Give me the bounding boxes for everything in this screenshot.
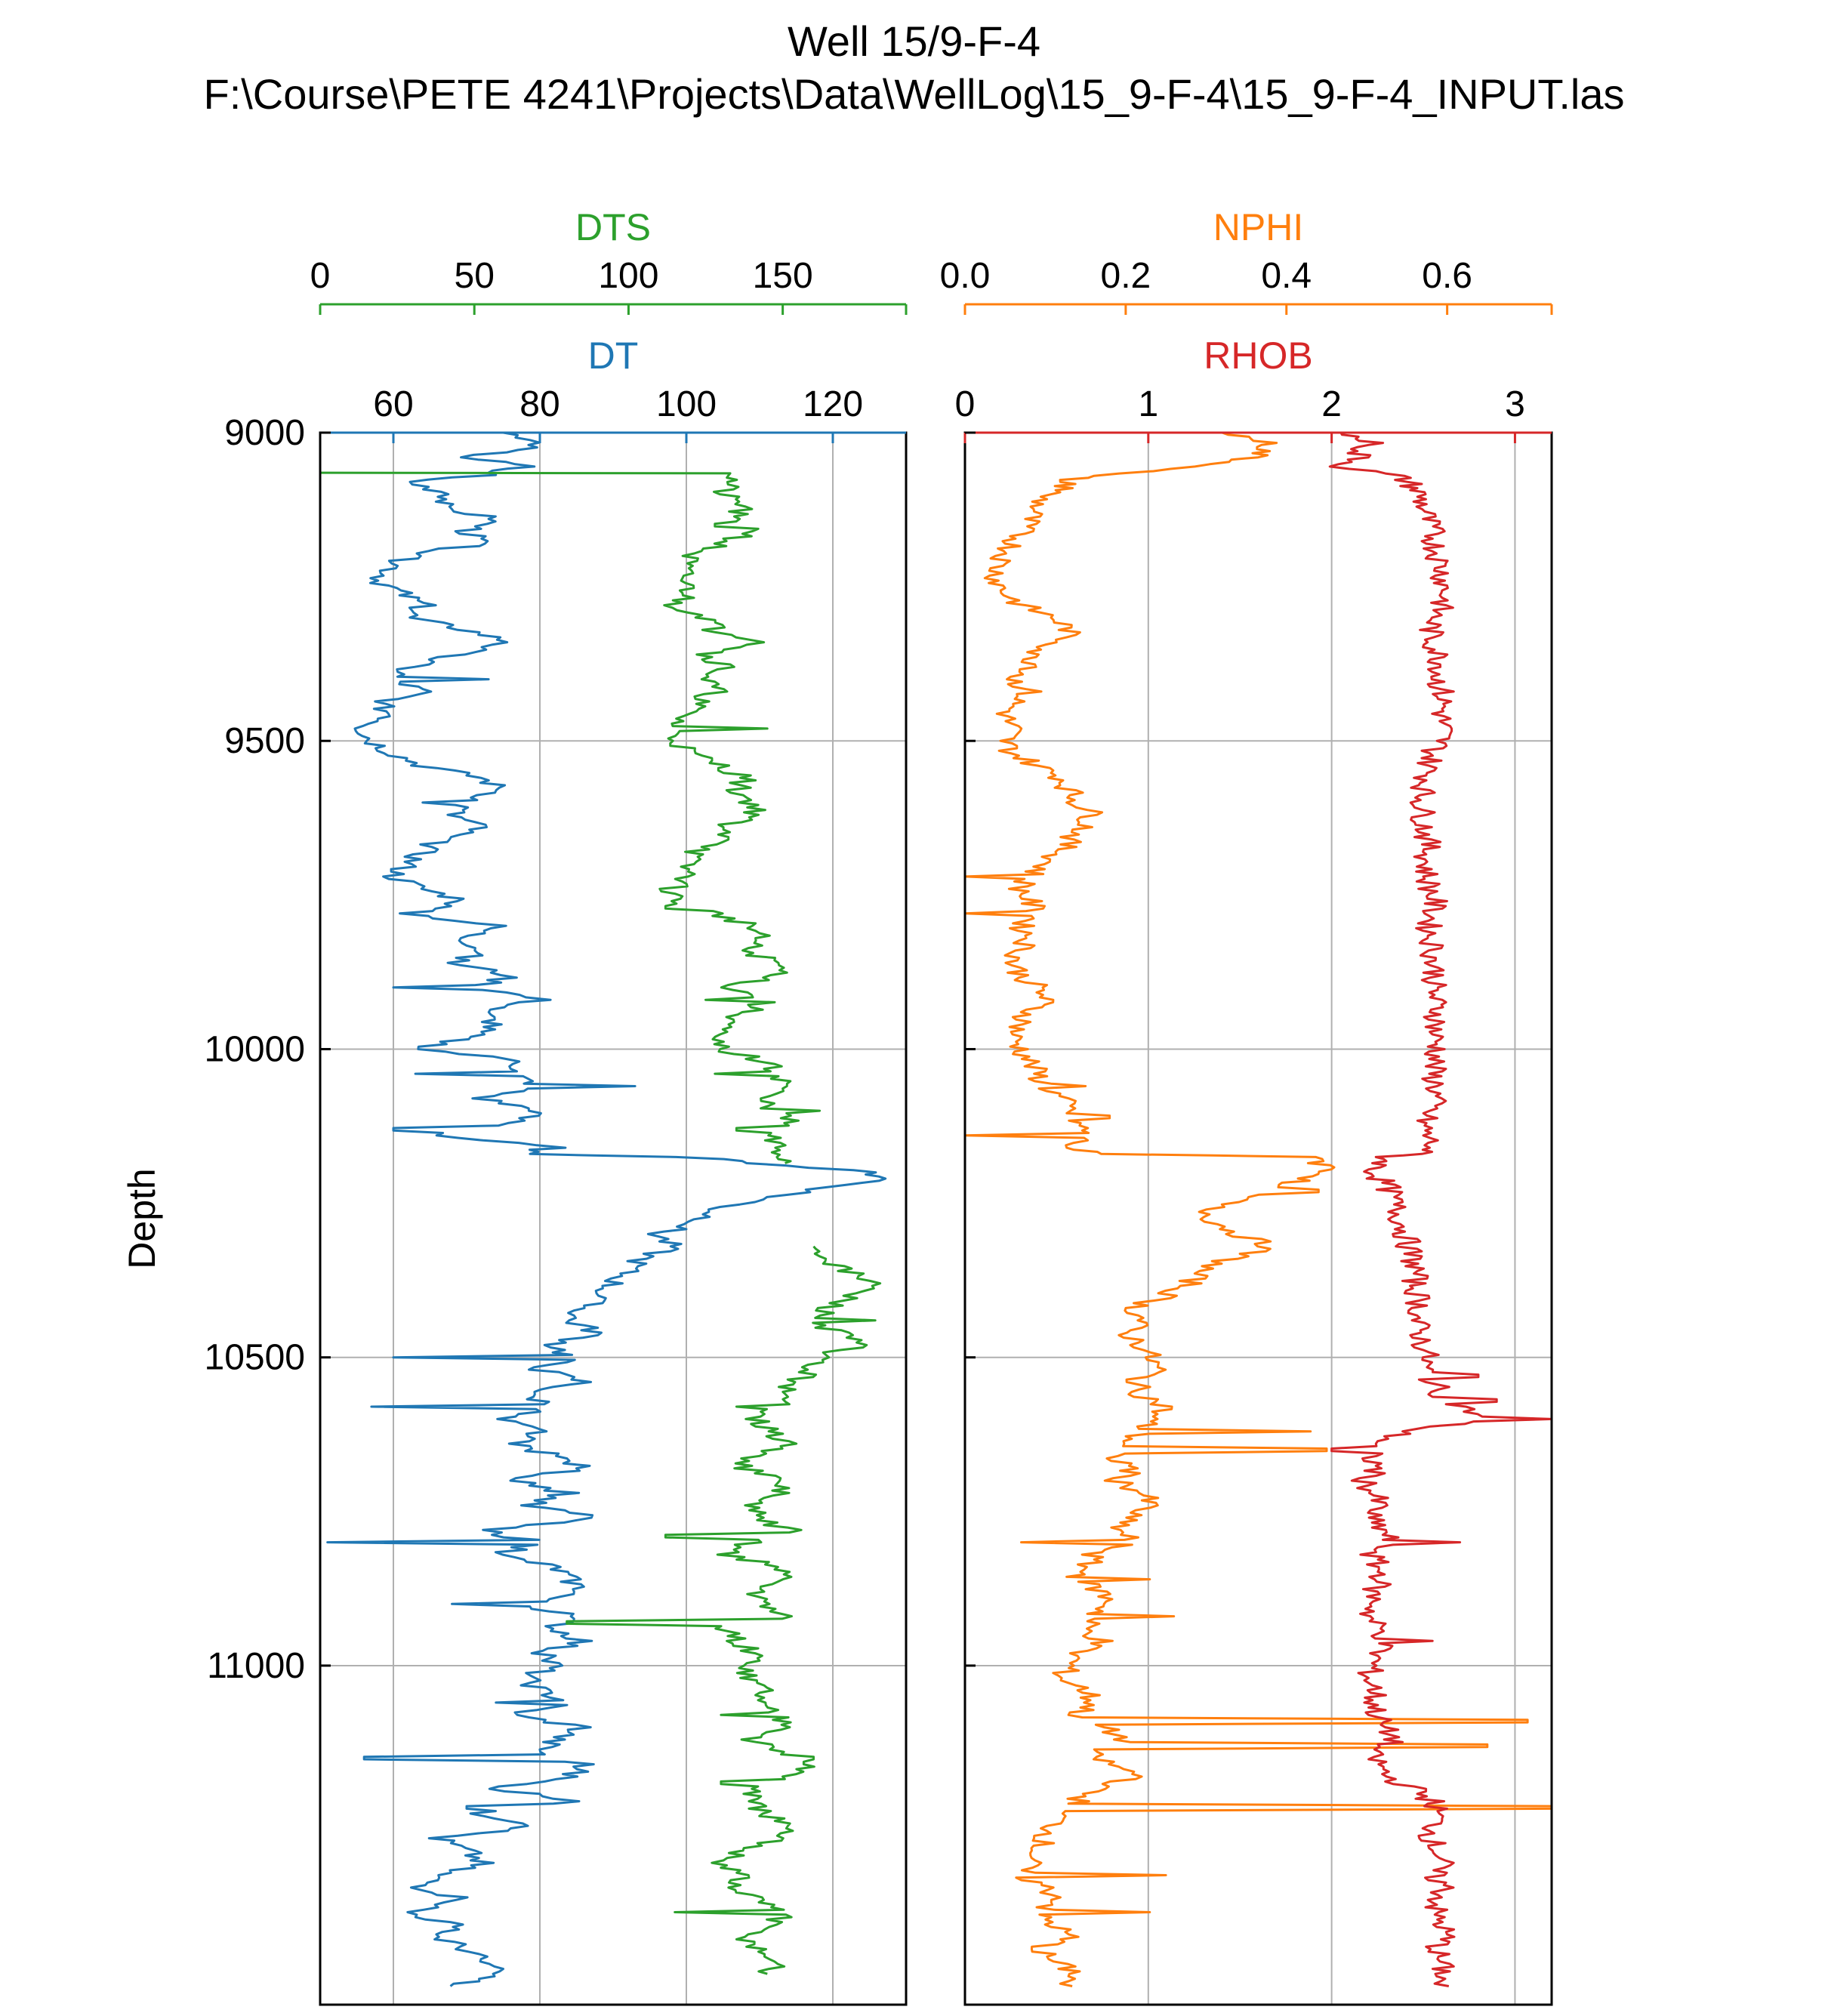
- axis-label-nphi: NPHI: [1213, 206, 1303, 248]
- series-line-nphi: [963, 431, 1553, 1987]
- depth-tick-label: 10000: [205, 1029, 305, 1069]
- depth-tick-label: 9000: [224, 413, 305, 453]
- tick-label: 0.4: [1261, 256, 1312, 296]
- tick-label: 3: [1505, 384, 1525, 424]
- tick-label: 50: [455, 256, 495, 296]
- tick-label: 100: [656, 384, 717, 424]
- axis-label-rhob: RHOB: [1204, 334, 1312, 377]
- tick-label: 1: [1138, 384, 1158, 424]
- series-line-rhob: [1328, 432, 1553, 1987]
- depth-tick-label: 11000: [207, 1646, 305, 1686]
- axis-label-dt: DT: [588, 334, 639, 377]
- chart-subtitle: F:\Course\PETE 4241\Projects\Data\WellLo…: [203, 70, 1625, 118]
- tick-label: 60: [373, 384, 413, 424]
- tick-label: 150: [753, 256, 813, 296]
- tick-label: 2: [1321, 384, 1342, 424]
- y-axis-label: Depth: [121, 1168, 163, 1268]
- tick-label: 0.6: [1422, 256, 1472, 296]
- tick-label: 100: [598, 256, 658, 296]
- series-line-dt: [326, 431, 887, 1987]
- tick-label: 0: [955, 384, 976, 424]
- depth-tick-label: 9500: [224, 721, 305, 761]
- chart-title: Well 15/9-F-4: [787, 17, 1041, 65]
- tick-label: 120: [803, 384, 863, 424]
- depth-tick-label: 10500: [205, 1338, 305, 1378]
- axis-label-dts: DTS: [575, 206, 651, 248]
- tick-label: 80: [519, 384, 559, 424]
- plot-frame: [963, 431, 1553, 2006]
- tick-label: 0.0: [940, 256, 991, 296]
- tick-label: 0.2: [1101, 256, 1151, 296]
- series-line-dts: [319, 471, 882, 1975]
- tick-label: 0: [310, 256, 331, 296]
